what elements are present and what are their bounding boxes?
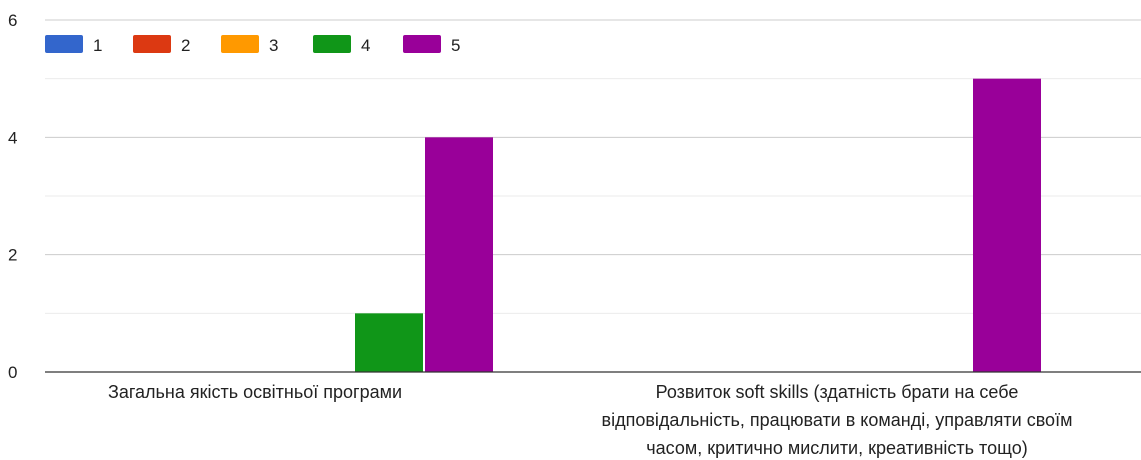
legend-item-5[interactable]: 5 bbox=[403, 35, 460, 55]
bar-series-4-cat-0[interactable] bbox=[355, 313, 423, 372]
legend-item-3[interactable]: 3 bbox=[221, 35, 278, 55]
legend-label: 2 bbox=[181, 36, 190, 55]
y-tick-label: 6 bbox=[8, 11, 17, 30]
y-tick-label: 2 bbox=[8, 246, 17, 265]
legend-label: 4 bbox=[361, 36, 370, 55]
legend-item-2[interactable]: 2 bbox=[133, 35, 190, 55]
legend-label: 1 bbox=[93, 36, 102, 55]
legend-swatch bbox=[221, 35, 259, 53]
category-label: відповідальність, працювати в команді, у… bbox=[602, 410, 1073, 430]
category-label: Загальна якість освітньої програми bbox=[108, 382, 402, 402]
y-tick-label: 4 bbox=[8, 128, 17, 147]
bars bbox=[355, 78, 1041, 373]
legend-swatch bbox=[133, 35, 171, 53]
y-tick-label: 0 bbox=[8, 363, 17, 382]
bar-series-5-cat-0[interactable] bbox=[425, 137, 493, 372]
y-axis: 0 2 4 6 bbox=[8, 11, 17, 382]
category-labels: Загальна якість освітньої програми Розвит… bbox=[108, 382, 1072, 458]
legend-item-4[interactable]: 4 bbox=[313, 35, 370, 55]
legend: 1 2 3 4 5 bbox=[45, 35, 460, 55]
legend-swatch bbox=[45, 35, 83, 53]
legend-label: 3 bbox=[269, 36, 278, 55]
bar-series-5-cat-1[interactable] bbox=[973, 78, 1041, 373]
gridlines bbox=[45, 19, 1141, 314]
legend-item-1[interactable]: 1 bbox=[45, 35, 102, 55]
legend-swatch bbox=[313, 35, 351, 53]
legend-label: 5 bbox=[451, 36, 460, 55]
category-label: часом, критично мислити, креативність то… bbox=[646, 438, 1027, 458]
legend-swatch bbox=[403, 35, 441, 53]
category-label: Розвиток soft skills (здатність брати на… bbox=[656, 382, 1019, 402]
